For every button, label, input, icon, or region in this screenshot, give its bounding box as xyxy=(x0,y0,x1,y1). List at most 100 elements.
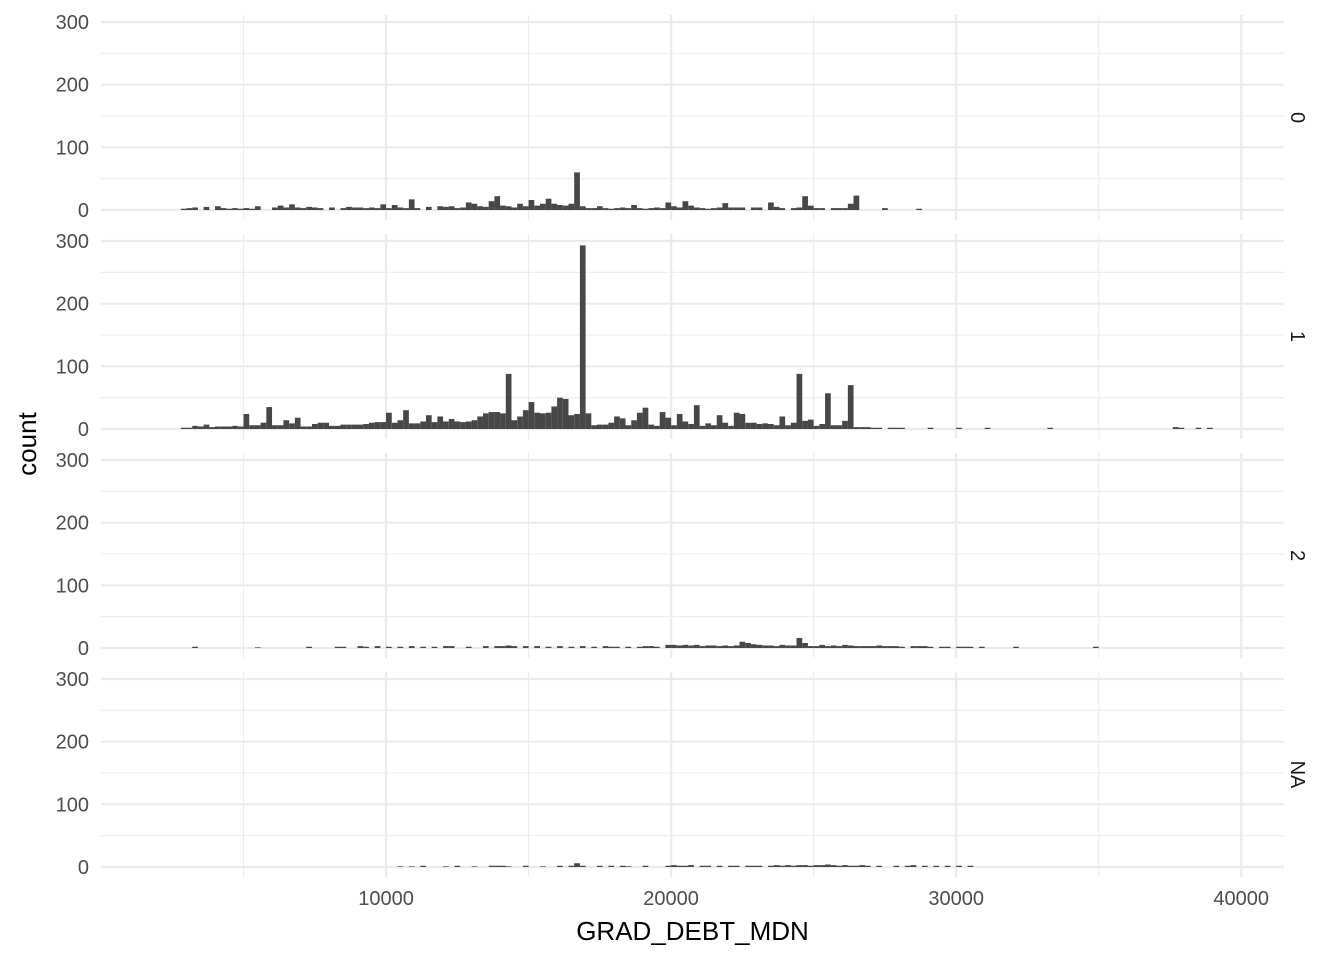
x-tick-label: 40000 xyxy=(1213,888,1269,910)
x-tick-label: 20000 xyxy=(643,888,699,910)
histogram-bar xyxy=(368,207,375,210)
histogram-bar xyxy=(619,418,626,429)
histogram-bar xyxy=(796,373,803,429)
histogram-bar xyxy=(608,865,615,867)
histogram-bar xyxy=(705,208,712,210)
x-axis-title: GRAD_DEBT_MDN xyxy=(576,916,809,946)
histogram-bar xyxy=(853,427,860,429)
histogram-bar xyxy=(825,646,831,648)
histogram-bar xyxy=(967,865,974,867)
histogram-bar xyxy=(363,208,369,210)
histogram-bar xyxy=(870,427,877,429)
histogram-bar xyxy=(671,644,677,648)
facet-strip-label: NA xyxy=(1286,761,1308,789)
histogram-bar xyxy=(750,422,757,429)
histogram-bar xyxy=(819,644,826,648)
histogram-bar xyxy=(1207,427,1213,429)
histogram-bar xyxy=(716,865,723,867)
histogram-bar xyxy=(688,423,694,429)
histogram-bar xyxy=(978,646,985,648)
histogram-bar xyxy=(511,207,518,210)
histogram-bar xyxy=(568,646,575,648)
histogram-bar xyxy=(186,208,193,210)
histogram-bar xyxy=(842,420,848,429)
y-tick-label: 0 xyxy=(78,857,89,879)
histogram-bar xyxy=(300,208,307,210)
histogram-bar xyxy=(414,423,421,429)
histogram-bar xyxy=(733,865,740,867)
y-tick-label: 0 xyxy=(78,638,89,660)
histogram-bar xyxy=(904,865,911,867)
histogram-bar xyxy=(956,427,962,429)
histogram-bar xyxy=(956,865,962,867)
histogram-bar xyxy=(705,645,712,648)
histogram-bar xyxy=(779,416,786,429)
histogram-bar xyxy=(545,198,552,210)
histogram-bar xyxy=(249,425,255,429)
histogram-bar xyxy=(807,205,814,210)
histogram-bar xyxy=(591,425,598,429)
x-tick-label: 10000 xyxy=(358,888,414,910)
histogram-bar xyxy=(568,865,575,867)
histogram-bar xyxy=(853,646,860,648)
histogram-bar xyxy=(876,645,883,648)
histogram-bar xyxy=(813,865,820,867)
histogram-bar xyxy=(961,646,968,648)
histogram-bar xyxy=(665,865,672,867)
histogram-bar xyxy=(557,865,563,867)
histogram-bar xyxy=(671,425,677,429)
histogram-bar xyxy=(562,398,569,429)
histogram-bar xyxy=(329,207,335,210)
histogram-bar xyxy=(254,647,261,648)
histogram-bar xyxy=(1047,427,1054,429)
histogram-bar xyxy=(386,646,392,648)
histogram-bar xyxy=(494,196,501,210)
histogram-bar xyxy=(779,644,786,648)
histogram-bar xyxy=(386,208,392,210)
histogram-bar xyxy=(796,207,803,210)
histogram-bar xyxy=(374,646,381,648)
histogram-bar xyxy=(579,245,586,429)
histogram-bar xyxy=(334,425,341,429)
histogram-bar xyxy=(779,865,786,867)
histogram-bar xyxy=(739,641,746,648)
histogram-bar xyxy=(819,423,826,429)
histogram-bar xyxy=(642,865,649,867)
histogram-bar xyxy=(454,208,461,210)
histogram-bar xyxy=(557,646,563,648)
histogram-bar xyxy=(403,410,409,429)
histogram-bar xyxy=(830,425,837,429)
histogram-bar xyxy=(608,208,615,210)
histogram-bar xyxy=(311,207,318,210)
histogram-bar xyxy=(733,207,740,210)
histogram-bar xyxy=(773,865,780,867)
histogram-bar xyxy=(899,427,905,429)
histogram-bar xyxy=(887,646,894,648)
histogram-bar xyxy=(471,420,478,429)
histogram-bar xyxy=(750,644,757,648)
histogram-bar xyxy=(636,208,643,210)
histogram-bar xyxy=(597,424,603,429)
histogram-bar xyxy=(927,427,934,429)
histogram-bar xyxy=(699,865,706,867)
histogram-bar xyxy=(693,207,700,210)
histogram-bar xyxy=(659,412,666,429)
histogram-bar xyxy=(916,208,922,210)
histogram-bar xyxy=(574,172,580,210)
histogram-bar xyxy=(654,207,660,210)
histogram-bar xyxy=(625,208,632,210)
histogram-bar xyxy=(773,425,780,429)
histogram-bar xyxy=(699,208,706,210)
histogram-bar xyxy=(505,373,512,429)
histogram-bar xyxy=(728,425,734,429)
histogram-bar xyxy=(420,646,426,648)
histogram-bar xyxy=(819,865,826,867)
histogram-bar xyxy=(830,645,837,648)
histogram-bar xyxy=(340,208,347,210)
histogram-bar xyxy=(750,865,757,867)
histogram-bar xyxy=(722,203,729,210)
histogram-bar xyxy=(522,410,529,429)
histogram-bar xyxy=(847,385,854,429)
histogram-bar xyxy=(448,646,455,648)
histogram-bar xyxy=(910,646,917,648)
